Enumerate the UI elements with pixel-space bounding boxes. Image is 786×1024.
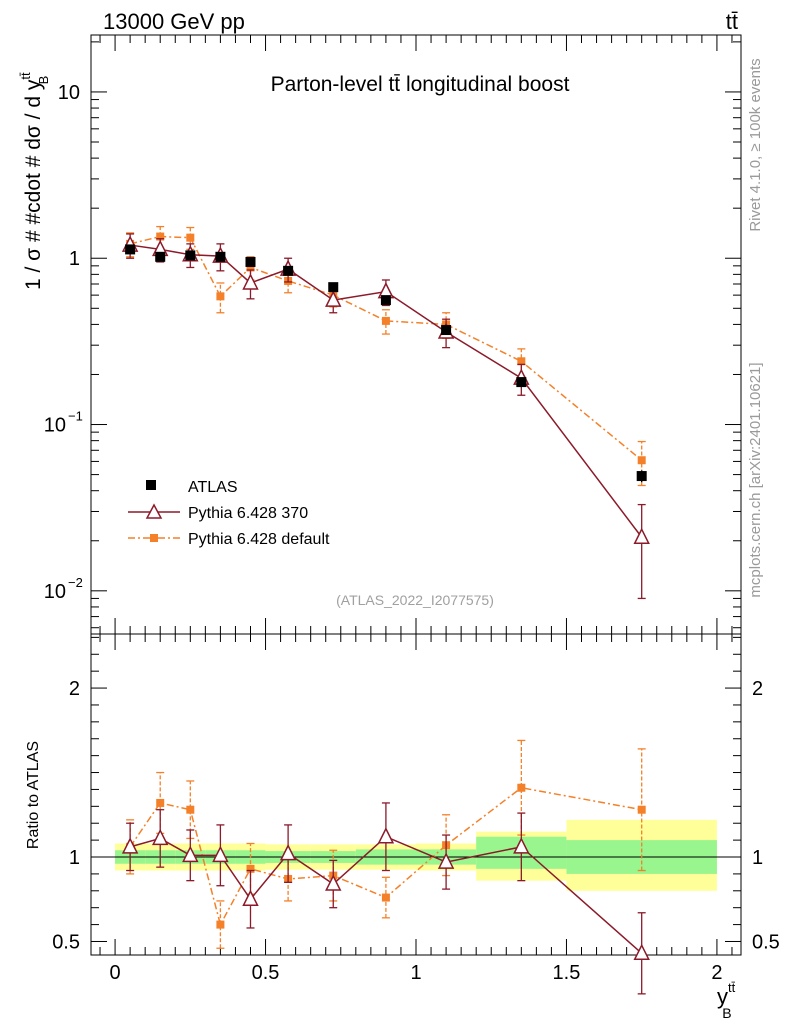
ratio-y-tick-label: 1 <box>69 847 80 869</box>
legend-label-pdef: Pythia 6.428 default <box>188 531 330 548</box>
p370-ratio-point <box>121 837 139 854</box>
pdef-ratio-point <box>517 783 526 792</box>
legend-marker-p370 <box>145 503 163 519</box>
energy-label: 13000 GeV pp <box>103 9 245 34</box>
pdef-ratio-point <box>381 893 390 902</box>
legend-marker-pdef <box>150 534 158 542</box>
main-y-label: 1 / σ # #cdot # dσ / d ytt̄ B <box>18 72 51 290</box>
ratio-y-label: Ratio to ATLAS <box>25 741 42 849</box>
main-y-tick-exponent: −2 <box>68 575 83 590</box>
main-y-tick-label: 10 <box>44 415 66 437</box>
p370-ratio-point <box>151 828 169 846</box>
analysis-watermark: (ATLAS_2022_I2077575) <box>336 592 494 608</box>
x-axis-label-sub: B <box>722 1005 731 1021</box>
pdef-ratio-point <box>216 920 225 929</box>
legend-marker-atlas <box>146 480 156 490</box>
legend-label-p370: Pythia 6.428 370 <box>188 505 308 522</box>
rivet-label: Rivet 4.1.0, ≥ 100k events <box>747 58 764 231</box>
main-series-layer <box>121 225 650 600</box>
p370-point <box>633 527 650 544</box>
atlas-point <box>125 244 136 255</box>
p370-ratio-point <box>212 845 229 863</box>
p370-ratio-point <box>325 874 342 891</box>
x-tick-label: 0 <box>110 962 121 984</box>
x-tick-label: 0.5 <box>252 962 280 984</box>
atlas-point <box>380 295 391 306</box>
main-y-tick-label: 10 <box>44 581 66 603</box>
pdef-point <box>381 316 390 325</box>
atlas-point <box>516 377 527 388</box>
process-label: tt̄ <box>726 9 738 34</box>
pdef-ratio-point <box>186 805 195 814</box>
atlas-point <box>441 325 452 336</box>
p370-ratio-point <box>437 852 455 869</box>
p370-point <box>325 290 342 307</box>
pdef-point <box>517 357 526 366</box>
p370-ratio-point <box>633 943 650 961</box>
x-axis-label-text: y <box>717 984 728 1009</box>
x-tick-label: 1.5 <box>553 962 581 984</box>
pdef-ratio-point <box>156 798 165 807</box>
p370-ratio-point <box>513 837 530 854</box>
x-tick-label: 2 <box>711 962 722 984</box>
ratio-series-layer <box>121 739 650 995</box>
legend-label-atlas: ATLAS <box>188 479 238 496</box>
main-y-label-sup: tt̄ <box>18 72 33 80</box>
p370-ratio-point <box>242 889 259 906</box>
ratio-y-tick-label: 0.5 <box>52 931 80 953</box>
pdef-point <box>216 292 225 301</box>
p370-point <box>242 273 259 290</box>
pdef-point <box>246 263 255 272</box>
pdef-point <box>637 456 646 465</box>
pdef-line <box>129 235 643 461</box>
atlas-point <box>155 251 166 262</box>
atlas-point <box>328 282 339 293</box>
atlas-point <box>636 471 647 482</box>
main-y-label-text: 1 / σ # #cdot # dσ / d y <box>22 79 45 290</box>
pdef-ratio-point <box>637 805 646 814</box>
atlas-point <box>185 250 196 261</box>
source-label: mcplots.cern.ch [arXiv:2401.10621] <box>747 362 764 597</box>
x-tick-label: 1 <box>410 962 421 984</box>
ratio-y-tick-label-right: 0.5 <box>752 931 780 953</box>
pdef-point <box>156 232 165 241</box>
legend: ATLAS Pythia 6.428 370 Pythia 6.428 defa… <box>128 479 330 548</box>
atlas-point <box>283 265 294 276</box>
ratio-y-tick-label: 2 <box>69 678 80 700</box>
x-axis-label: ytt̄ B <box>717 980 736 1021</box>
ratio-y-tick-label-right: 2 <box>752 678 763 700</box>
main-y-tick-exponent: −1 <box>68 409 83 424</box>
ratio-y-tick-label-right: 1 <box>752 847 763 869</box>
main-y-label-sub: B <box>36 76 51 85</box>
p370-ratio-point <box>182 845 199 863</box>
ratio-panel-frame <box>90 633 742 956</box>
x-axis-label-sup: tt̄ <box>728 980 736 995</box>
main-y-tick-label: 1 <box>69 248 80 270</box>
atlas-point <box>245 256 256 267</box>
pdef-point <box>186 233 195 242</box>
p370-ratio-point <box>377 827 395 844</box>
main-y-tick-label: 10 <box>58 82 80 104</box>
atlas-point <box>215 251 226 262</box>
plot-title: Parton-level tt̄ longitudinal boost <box>271 73 570 96</box>
pdef-ratio-point <box>246 864 255 873</box>
p370-ratio-point <box>279 843 297 861</box>
